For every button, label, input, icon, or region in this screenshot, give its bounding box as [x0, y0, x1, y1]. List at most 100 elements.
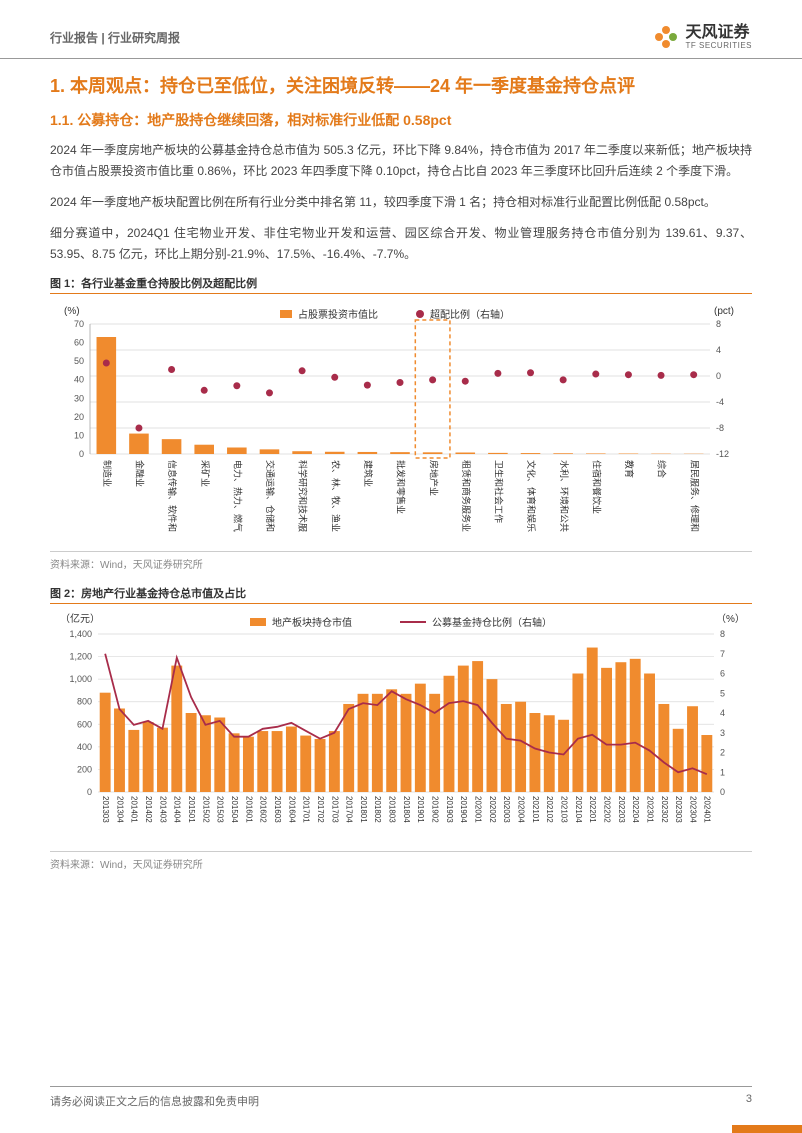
svg-text:202003: 202003 — [502, 796, 511, 823]
svg-text:5: 5 — [720, 689, 725, 699]
svg-text:201801: 201801 — [359, 796, 368, 823]
paragraph-1: 2024 年一季度房地产板块的公募基金持仓总市值为 505.3 亿元，环比下降 … — [50, 140, 752, 182]
svg-text:202303: 202303 — [674, 796, 683, 823]
svg-text:201601: 201601 — [244, 796, 253, 823]
svg-text:201403: 201403 — [158, 796, 167, 823]
svg-text:201303: 201303 — [101, 796, 110, 823]
svg-text:201703: 201703 — [330, 796, 339, 823]
svg-text:房地产业: 房地产业 — [428, 460, 439, 496]
svg-text:-4: -4 — [716, 397, 724, 407]
svg-text:（亿元）: （亿元） — [60, 612, 100, 625]
svg-text:租赁和商务服务业: 租赁和商务服务业 — [461, 460, 472, 532]
svg-text:8: 8 — [720, 629, 725, 639]
svg-text:201501: 201501 — [187, 796, 196, 823]
svg-text:201603: 201603 — [273, 796, 282, 823]
footer-disclaimer: 请务必阅读正文之后的信息披露和免责申明 — [50, 1093, 259, 1109]
svg-text:占股票投资市值比: 占股票投资市值比 — [298, 308, 378, 321]
svg-text:居民服务、修理和: 居民服务、修理和 — [689, 460, 700, 532]
svg-text:202004: 202004 — [516, 796, 525, 823]
svg-text:202301: 202301 — [645, 796, 654, 823]
svg-text:综合: 综合 — [657, 460, 668, 478]
content-body: 1. 本周观点：持仓已至低位，关注困境反转——24 年一季度基金持仓点评 1.1… — [0, 59, 802, 871]
svg-text:电力、热力、燃气: 电力、热力、燃气 — [232, 460, 243, 532]
svg-text:6: 6 — [720, 669, 725, 679]
svg-text:采矿业: 采矿业 — [200, 460, 211, 487]
svg-text:(pct): (pct) — [714, 306, 734, 317]
svg-text:水利、环境和公共: 水利、环境和公共 — [559, 460, 570, 532]
svg-text:7: 7 — [720, 649, 725, 659]
svg-text:202203: 202203 — [617, 796, 626, 823]
svg-text:农、林、牧、渔业: 农、林、牧、渔业 — [330, 460, 341, 532]
svg-text:201704: 201704 — [345, 796, 354, 823]
svg-text:202201: 202201 — [588, 796, 597, 823]
svg-text:202204: 202204 — [631, 796, 640, 823]
svg-text:202104: 202104 — [574, 796, 583, 823]
svg-text:202002: 202002 — [488, 796, 497, 823]
svg-text:202304: 202304 — [688, 796, 697, 823]
figure-1-source: 资料来源：Wind，天风证券研究所 — [50, 551, 752, 571]
page-header: 行业报告 | 行业研究周报 天风证券 TF SECURITIES — [0, 0, 802, 59]
svg-text:600: 600 — [77, 720, 92, 730]
svg-text:3: 3 — [720, 728, 725, 738]
svg-text:-12: -12 — [716, 449, 729, 459]
figure-2-title: 图 2：房地产行业基金持仓总市值及占比 — [50, 585, 752, 604]
svg-text:201701: 201701 — [302, 796, 311, 823]
svg-text:1: 1 — [720, 768, 725, 778]
svg-text:10: 10 — [74, 431, 84, 441]
svg-text:202102: 202102 — [545, 796, 554, 823]
svg-text:金融业: 金融业 — [135, 460, 146, 487]
figure-2-source: 资料来源：Wind，天风证券研究所 — [50, 851, 752, 871]
svg-text:201504: 201504 — [230, 796, 239, 823]
svg-text:202202: 202202 — [602, 796, 611, 823]
svg-text:4: 4 — [716, 345, 721, 355]
svg-text:40: 40 — [74, 375, 84, 385]
svg-text:4: 4 — [720, 708, 725, 718]
svg-text:400: 400 — [77, 742, 92, 752]
svg-text:201803: 201803 — [388, 796, 397, 823]
figure-1-title: 图 1：各行业基金重仓持股比例及超配比例 — [50, 275, 752, 294]
svg-text:202001: 202001 — [474, 796, 483, 823]
svg-text:建筑业: 建筑业 — [363, 460, 374, 487]
svg-text:201702: 201702 — [316, 796, 325, 823]
svg-text:1,000: 1,000 — [69, 675, 92, 685]
svg-text:60: 60 — [74, 338, 84, 348]
figure-1-chart: (%)(pct)占股票投资市值比超配比例（右轴）010203040506070-… — [50, 300, 752, 545]
svg-text:0: 0 — [87, 787, 92, 797]
page-number: 3 — [746, 1093, 752, 1109]
svg-text:202101: 202101 — [531, 796, 540, 823]
svg-text:201602: 201602 — [259, 796, 268, 823]
svg-text:0: 0 — [79, 449, 84, 459]
logo-text-en: TF SECURITIES — [685, 42, 752, 51]
svg-text:制造业: 制造业 — [102, 460, 113, 487]
page-footer: 请务必阅读正文之后的信息披露和免责申明 3 — [50, 1086, 752, 1109]
svg-text:201902: 201902 — [431, 796, 440, 823]
figure-2-chart: （亿元）（%）地产板块持仓市值公募基金持仓比例（右轴）0200400600800… — [50, 610, 752, 845]
tf-flower-icon — [653, 24, 679, 50]
svg-text:50: 50 — [74, 357, 84, 367]
svg-text:(%): (%) — [64, 306, 80, 317]
svg-text:教育: 教育 — [624, 460, 635, 478]
paragraph-2: 2024 年一季度地产板块配置比例在所有行业分类中排名第 11，较四季度下滑 1… — [50, 192, 752, 213]
svg-text:地产板块持仓市值: 地产板块持仓市值 — [272, 616, 352, 629]
breadcrumb: 行业报告 | 行业研究周报 — [50, 29, 180, 46]
svg-text:201502: 201502 — [201, 796, 210, 823]
svg-text:201904: 201904 — [459, 796, 468, 823]
svg-text:文化、体育和娱乐: 文化、体育和娱乐 — [526, 460, 537, 532]
svg-text:201903: 201903 — [445, 796, 454, 823]
svg-text:70: 70 — [74, 319, 84, 329]
svg-text:信息传输、软件和: 信息传输、软件和 — [167, 460, 178, 532]
svg-text:0: 0 — [720, 787, 725, 797]
svg-text:201304: 201304 — [115, 796, 124, 823]
svg-text:1,400: 1,400 — [69, 629, 92, 639]
svg-text:201503: 201503 — [216, 796, 225, 823]
svg-text:202302: 202302 — [660, 796, 669, 823]
svg-text:卫生和社会工作: 卫生和社会工作 — [494, 460, 505, 523]
svg-text:批发和零售业: 批发和零售业 — [396, 460, 407, 514]
svg-text:20: 20 — [74, 412, 84, 422]
svg-text:超配比例（右轴）: 超配比例（右轴） — [430, 308, 510, 321]
svg-text:201804: 201804 — [402, 796, 411, 823]
svg-text:202103: 202103 — [559, 796, 568, 823]
svg-text:0: 0 — [716, 371, 721, 381]
svg-text:公募基金持仓比例（右轴）: 公募基金持仓比例（右轴） — [432, 616, 552, 629]
svg-text:800: 800 — [77, 697, 92, 707]
